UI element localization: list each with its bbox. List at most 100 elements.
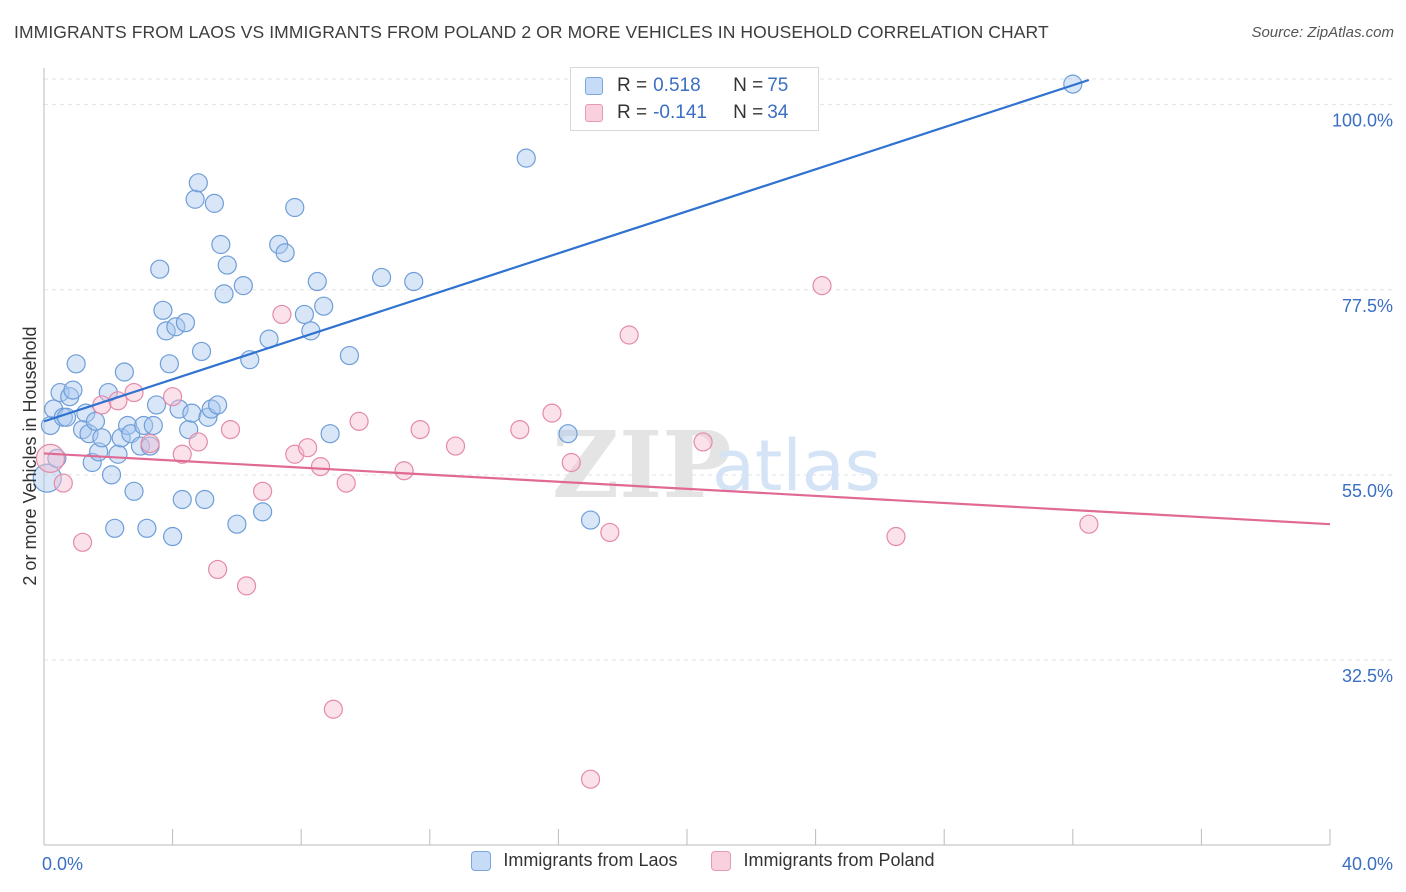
- point-poland-32: [886, 526, 906, 547]
- point-poland-6: [140, 433, 160, 454]
- point-laos-30: [143, 415, 163, 436]
- y-tick-label-0: 100.0%: [1332, 111, 1393, 131]
- point-laos-27: [134, 415, 154, 436]
- grid-lines: [44, 78, 1392, 661]
- point-poland-16: [298, 438, 318, 458]
- point-laos-65: [314, 296, 334, 316]
- point-laos-38: [169, 399, 189, 419]
- point-poland-9: [188, 432, 208, 452]
- point-laos-39: [172, 489, 192, 510]
- watermark-atlas: atlas: [712, 425, 881, 507]
- point-laos-57: [253, 502, 273, 522]
- point-poland-29: [619, 325, 639, 345]
- point-poland-13: [253, 481, 273, 501]
- point-poland-27: [580, 769, 601, 789]
- point-poland-23: [445, 436, 466, 456]
- series-legend-poland[interactable]: Immigrants from Poland: [711, 850, 935, 871]
- point-poland-10: [208, 559, 228, 580]
- point-poland-20: [349, 411, 369, 431]
- point-laos-43: [185, 189, 205, 209]
- point-poland-1: [53, 473, 73, 493]
- point-laos-13: [82, 452, 102, 473]
- legend-r-value-laos: 0.518: [653, 75, 701, 96]
- legend-n-value-laos: 75: [767, 75, 789, 96]
- point-laos-60: [275, 243, 295, 263]
- point-poland-14: [272, 304, 292, 325]
- point-laos-72: [580, 510, 601, 530]
- legend-row-laos: R = 0.518 N = 75: [585, 74, 788, 98]
- point-laos-67: [339, 345, 360, 366]
- point-poland-21: [394, 461, 414, 481]
- series-legend-label-laos: Immigrants from Laos: [503, 850, 678, 870]
- series-legend-label-poland: Immigrants from Poland: [743, 850, 935, 870]
- point-laos-28: [137, 518, 157, 538]
- point-laos-12: [79, 424, 99, 444]
- point-poland-18: [323, 699, 343, 719]
- point-laos-37: [166, 317, 186, 337]
- correlation-legend: R = 0.518 N = 75 R = -0.141 N = 34: [570, 67, 819, 131]
- legend-r-value-poland: -0.141: [653, 102, 707, 123]
- point-laos-52: [214, 284, 234, 304]
- point-poland-33: [1079, 514, 1099, 534]
- point-laos-70: [516, 148, 536, 168]
- point-laos-42: [182, 403, 202, 423]
- point-laos-50: [208, 395, 228, 415]
- point-laos-33: [153, 300, 173, 320]
- trend-line-laos: [43, 78, 1090, 423]
- point-laos-20: [108, 444, 128, 464]
- legend-swatch-poland: [585, 104, 603, 122]
- legend-n-label-laos: N =: [733, 75, 764, 96]
- point-poland-31: [812, 276, 832, 296]
- x-tick-label-0: 0.0%: [42, 854, 83, 874]
- point-poland-0: [35, 443, 66, 473]
- point-laos-51: [211, 234, 231, 255]
- point-laos-55: [233, 276, 253, 296]
- legend-r-label-laos: R =: [617, 75, 648, 96]
- x-tick-label-1: 40.0%: [1342, 854, 1393, 874]
- point-poland-25: [542, 403, 562, 423]
- point-laos-46: [195, 489, 215, 510]
- point-laos-32: [150, 259, 170, 279]
- series-legend-swatch-poland: [711, 850, 732, 871]
- legend-swatch-laos: [585, 77, 603, 95]
- point-laos-16: [92, 428, 112, 448]
- point-poland-17: [310, 457, 331, 477]
- point-laos-68: [371, 267, 392, 288]
- y-tick-label-2: 55.0%: [1342, 481, 1393, 501]
- point-laos-14: [85, 411, 106, 431]
- point-laos-21: [111, 428, 131, 448]
- point-laos-62: [294, 304, 315, 325]
- point-laos-31: [146, 395, 167, 415]
- point-laos-64: [307, 271, 327, 292]
- point-poland-19: [336, 473, 356, 493]
- point-laos-34: [156, 321, 176, 341]
- point-laos-66: [320, 424, 340, 444]
- point-poland-28: [600, 522, 620, 543]
- point-laos-44: [188, 173, 208, 193]
- legend-row-poland: R = -0.141 N = 34: [585, 101, 788, 125]
- point-laos-22: [114, 362, 134, 382]
- point-laos-54: [227, 514, 247, 534]
- point-poland-11: [220, 419, 241, 440]
- point-poland-12: [236, 576, 257, 596]
- watermark: ZIP atlas: [552, 411, 881, 519]
- series-legend: Immigrants from Laos Immigrants from Pol…: [0, 850, 1406, 871]
- point-laos-18: [101, 465, 122, 485]
- legend-n-value-poland: 34: [767, 102, 789, 123]
- point-laos-71: [558, 424, 578, 444]
- series-legend-laos[interactable]: Immigrants from Laos: [471, 850, 677, 871]
- point-poland-26: [561, 452, 581, 473]
- point-laos-40: [175, 313, 196, 333]
- y-tick-label-3: 32.5%: [1342, 666, 1393, 686]
- point-laos-49: [204, 193, 224, 213]
- series-legend-swatch-laos: [471, 850, 492, 871]
- tick-labels: 100.0% 77.5% 55.0% 32.5% 0.0% 40.0%: [42, 111, 1393, 874]
- point-poland-7: [163, 387, 183, 407]
- point-laos-19: [105, 518, 125, 538]
- point-poland-2: [72, 532, 93, 552]
- point-poland-24: [510, 419, 530, 440]
- point-laos-17: [98, 382, 118, 403]
- y-tick-label-1: 77.5%: [1342, 296, 1393, 316]
- point-laos-45: [191, 341, 212, 362]
